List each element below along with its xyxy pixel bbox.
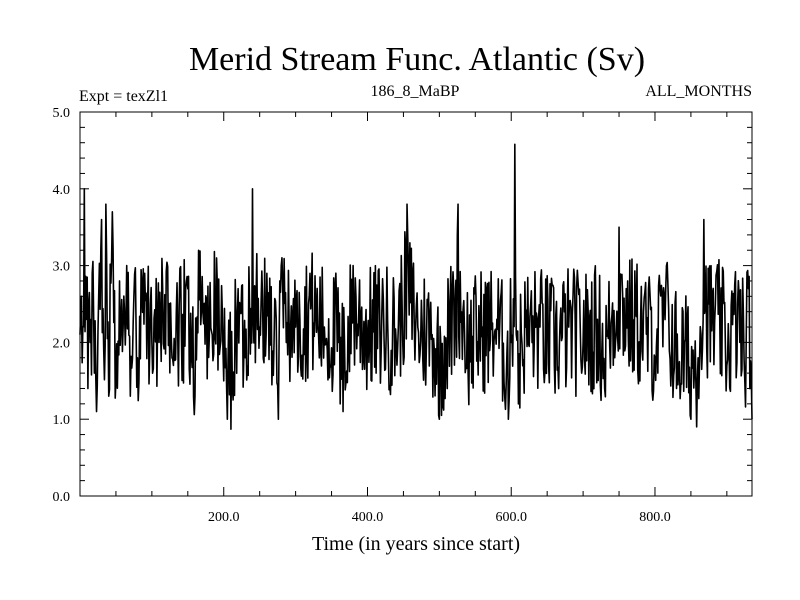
y-tick-label: 0.0 [53, 490, 71, 505]
axis-tick-labels: 200.0 400.0 600.0 800.0 0.0 1.0 2.0 3.0 4.0 5.0 [53, 106, 671, 525]
x-tick-label: 400.0 [352, 510, 384, 525]
x-axis-label: Time (in years since start) [312, 533, 520, 555]
y-tick-label: 4.0 [53, 183, 71, 198]
y-tick-label: 3.0 [53, 260, 71, 275]
header-center: 186_8_MaBP [371, 83, 460, 100]
header-right: ALL_MONTHS [645, 83, 752, 100]
chart-title: Merid Stream Func. Atlantic (Sv) [189, 41, 645, 78]
x-tick-label: 800.0 [639, 510, 671, 525]
x-tick-label: 600.0 [495, 510, 527, 525]
series-line [79, 143, 753, 430]
plot-frame [79, 111, 753, 497]
y-tick-label: 5.0 [53, 106, 71, 121]
x-tick-label: 200.0 [208, 510, 240, 525]
y-tick-label: 1.0 [53, 413, 71, 428]
plot-area: 200.0 400.0 600.0 800.0 0.0 1.0 2.0 3.0 4.0 5.0 [53, 106, 753, 525]
y-tick-label: 2.0 [53, 336, 71, 351]
header-left: Expt = texZl1 [79, 88, 168, 105]
